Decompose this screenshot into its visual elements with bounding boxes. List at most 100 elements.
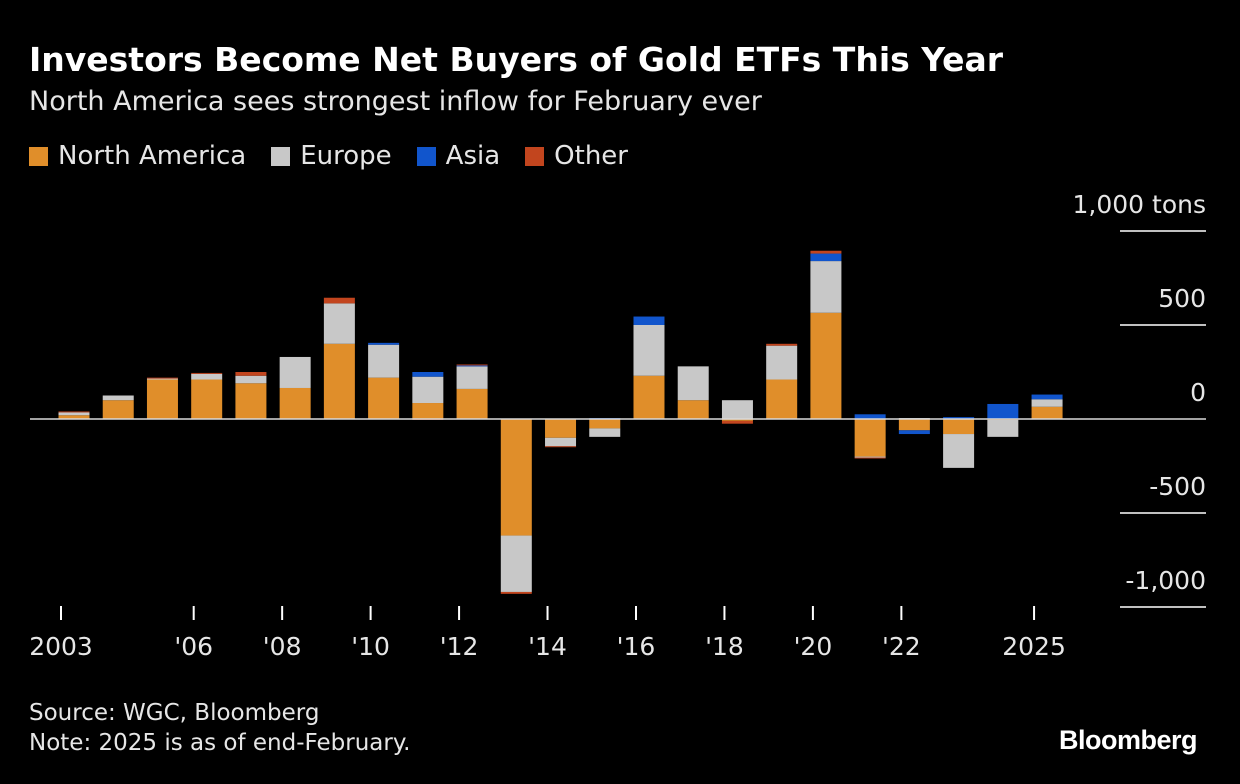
bar-segment-north-america-2013	[500, 419, 532, 536]
bar-segment-asia-2012	[456, 365, 488, 367]
bar-segment-north-america-2015	[589, 419, 621, 429]
bar-segment-north-america-2010	[368, 377, 400, 419]
x-tick-label: '08	[263, 632, 302, 661]
chart-subtitle: North America sees strongest inflow for …	[29, 86, 762, 117]
bar-segment-europe-2019	[766, 345, 798, 380]
bar-segment-north-america-2011	[412, 403, 444, 419]
bar-segment-north-america-2022	[898, 419, 930, 431]
bar-segment-europe-2016	[633, 325, 665, 376]
bar-segment-asia-2021	[854, 414, 886, 419]
bar-segment-other-2007	[235, 372, 267, 376]
x-tick-label: '16	[617, 632, 656, 661]
bar-segment-north-america-2019	[766, 379, 798, 419]
legend-swatch-asia	[416, 146, 436, 166]
bar-segment-asia-2025	[1031, 394, 1063, 400]
bar-segment-europe-2013	[500, 535, 532, 592]
bar-segment-europe-2007	[235, 375, 267, 384]
y-tick-label: -500	[1149, 472, 1206, 501]
bar-segment-north-america-2025	[1031, 406, 1063, 419]
y-tick-label: -1,000	[1125, 566, 1206, 595]
x-tick-label: '14	[528, 632, 567, 661]
bar-segment-asia-2011	[412, 372, 444, 377]
bar-segment-asia-2023	[943, 417, 975, 419]
bar-segment-north-america-2021	[854, 419, 886, 457]
bar-segment-europe-2006	[191, 373, 223, 380]
bar-segment-north-america-2017	[677, 400, 709, 419]
bar-segment-europe-2010	[368, 344, 400, 378]
bar-segment-europe-2009	[323, 303, 355, 344]
legend-label-other: Other	[554, 141, 628, 171]
bar-segment-other-2013	[500, 591, 532, 594]
bar-segment-other-2019	[766, 343, 798, 346]
bar-segment-north-america-2008	[279, 387, 311, 419]
bar-segment-other-2003	[58, 411, 90, 413]
footnote: Note: 2025 is as of end-February.	[29, 730, 411, 756]
x-tick-label: '10	[351, 632, 390, 661]
y-tick-label: 1,000 tons	[1073, 190, 1206, 219]
bar-segment-europe-2012	[456, 366, 488, 389]
bar-segment-europe-2021	[854, 456, 886, 458]
bar-segment-north-america-2014	[545, 419, 577, 438]
bar-segment-north-america-2005	[146, 379, 178, 419]
bar-segment-north-america-2023	[943, 419, 975, 435]
legend-label-north-america: North America	[58, 141, 247, 171]
bar-segment-asia-2020	[810, 253, 842, 262]
legend-swatch-other	[525, 146, 545, 166]
bar-segment-asia-2016	[633, 316, 665, 325]
bar-segment-other-2018	[721, 420, 753, 424]
bar-segment-north-america-2003	[58, 415, 90, 419]
x-tick-label: '22	[882, 632, 921, 661]
bar-segment-other-2012	[456, 364, 488, 366]
bar-segment-europe-2018	[721, 400, 753, 419]
x-tick-label: 2003	[29, 632, 93, 661]
y-tick-label: 500	[1158, 284, 1206, 313]
bar-segment-europe-2017	[677, 366, 709, 401]
legend-label-asia: Asia	[445, 141, 501, 171]
bar-segment-north-america-2016	[633, 375, 665, 419]
bar-segment-other-2006	[191, 372, 223, 374]
x-tick-label: '20	[794, 632, 833, 661]
bar-segment-asia-2022	[898, 430, 930, 435]
x-tick-label: '06	[174, 632, 213, 661]
x-tick-label: 2025	[1002, 632, 1066, 661]
bar-segment-europe-2004	[102, 395, 134, 401]
bar-segment-europe-2003	[58, 412, 90, 416]
legend-item-asia: Asia	[416, 141, 501, 171]
bar-segment-north-america-2006	[191, 379, 223, 419]
bar-segment-asia-2024	[987, 403, 1019, 419]
legend-item-europe: Europe	[271, 141, 392, 171]
bar-segment-europe-2024	[987, 419, 1019, 437]
bar-segment-north-america-2012	[456, 388, 488, 419]
bar-segment-other-2020	[810, 250, 842, 254]
x-tick-label: '18	[705, 632, 744, 661]
bar-segment-europe-2005	[146, 378, 178, 380]
bar-segment-other-2005	[146, 377, 178, 379]
bar-segment-north-america-2018	[721, 419, 753, 421]
bloomberg-logo: Bloomberg	[1059, 725, 1198, 755]
legend-label-europe: Europe	[300, 141, 392, 171]
bar-segment-europe-2023	[943, 434, 975, 468]
legend: North America Europe Asia Other	[29, 141, 653, 171]
bar-segment-other-2009	[323, 297, 355, 304]
bar-segment-north-america-2009	[323, 343, 355, 419]
bar-segment-europe-2025	[1031, 399, 1063, 407]
bar-segment-europe-2008	[279, 356, 311, 388]
y-tick-label: 0	[1190, 378, 1206, 407]
legend-item-north-america: North America	[29, 141, 246, 171]
bar-segment-asia-2010	[368, 342, 400, 345]
bar-segment-other-2021	[854, 457, 886, 459]
bar-segment-europe-2014	[545, 437, 577, 447]
bar-segment-north-america-2004	[102, 400, 134, 419]
bar-segment-north-america-2007	[235, 383, 267, 419]
legend-swatch-europe	[271, 146, 291, 166]
chart-title: Investors Become Net Buyers of Gold ETFs…	[29, 40, 1004, 79]
bar-segment-europe-2020	[810, 261, 842, 313]
legend-swatch-north-america	[29, 146, 48, 166]
legend-item-other: Other	[525, 141, 628, 171]
x-tick-label: '12	[440, 632, 479, 661]
bar-segment-other-2014	[545, 446, 577, 448]
bar-segment-north-america-2020	[810, 312, 842, 419]
bar-segment-europe-2015	[589, 428, 621, 437]
source-note: Source: WGC, Bloomberg	[29, 700, 320, 726]
